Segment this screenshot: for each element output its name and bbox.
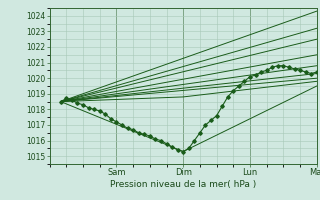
X-axis label: Pression niveau de la mer( hPa ): Pression niveau de la mer( hPa ) bbox=[110, 180, 256, 189]
